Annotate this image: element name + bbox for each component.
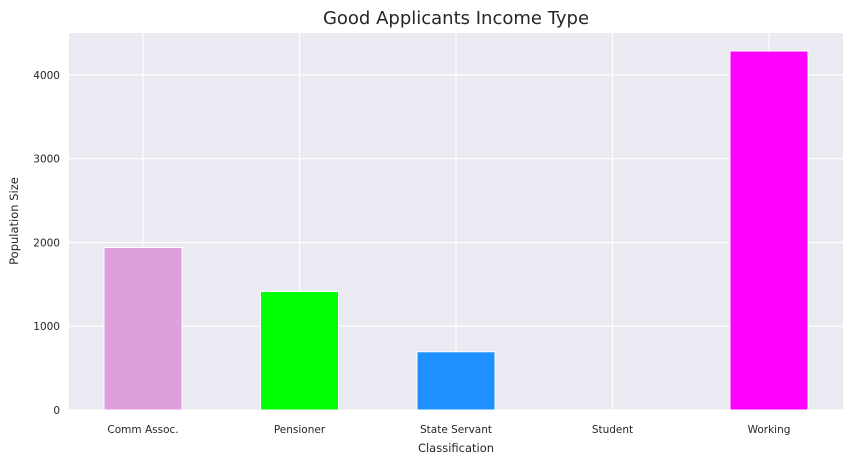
y-tick-label: 0 xyxy=(53,405,60,417)
x-axis-label: Classification xyxy=(418,441,494,455)
bar xyxy=(729,50,809,411)
y-tick-label: 4000 xyxy=(33,70,60,82)
chart-title: Good Applicants Income Type xyxy=(323,8,589,29)
y-tick-label: 2000 xyxy=(33,237,60,249)
y-axis-label: Population Size xyxy=(7,177,21,265)
x-tick-label: State Servant xyxy=(420,424,492,436)
x-tick-label: Student xyxy=(592,424,633,436)
x-tick-label: Working xyxy=(748,424,791,436)
y-tick-labels: 0 1000 2000 3000 4000 xyxy=(33,70,60,417)
x-tick-label: Pensioner xyxy=(274,424,326,436)
x-tick-labels: Comm Assoc. Pensioner State Servant Student… xyxy=(107,424,790,436)
y-tick-label: 1000 xyxy=(33,321,60,333)
bars xyxy=(103,50,809,411)
bar xyxy=(260,290,339,411)
bar xyxy=(103,246,183,411)
y-tick-label: 3000 xyxy=(33,154,60,166)
x-tick-label: Comm Assoc. xyxy=(107,424,178,436)
bar xyxy=(416,351,496,411)
